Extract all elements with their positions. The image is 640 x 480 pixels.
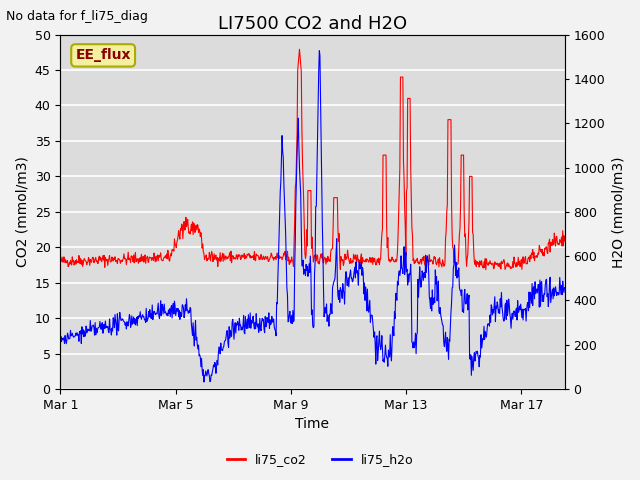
X-axis label: Time: Time	[296, 418, 330, 432]
Text: No data for f_li75_diag: No data for f_li75_diag	[6, 10, 148, 23]
Legend: li75_co2, li75_h2o: li75_co2, li75_h2o	[221, 448, 419, 471]
Title: LI7500 CO2 and H2O: LI7500 CO2 and H2O	[218, 15, 407, 33]
Y-axis label: CO2 (mmol/m3): CO2 (mmol/m3)	[15, 156, 29, 267]
Y-axis label: H2O (mmol/m3): H2O (mmol/m3)	[611, 156, 625, 267]
Text: EE_flux: EE_flux	[76, 48, 131, 62]
